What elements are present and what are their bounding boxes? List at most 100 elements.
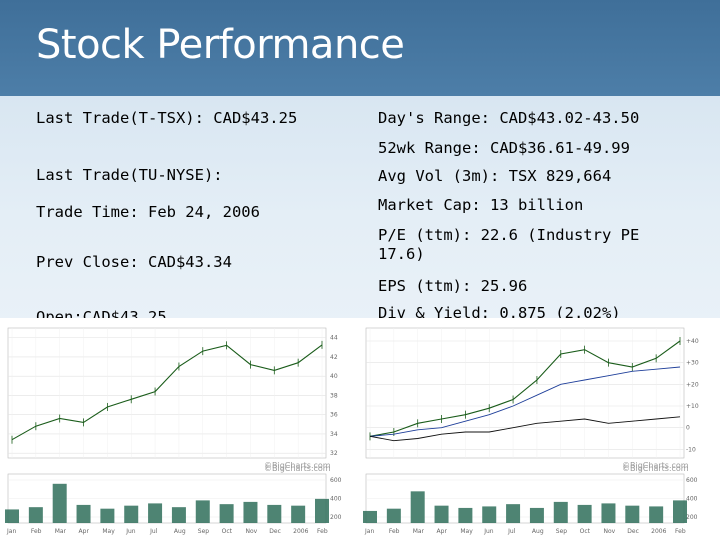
eps: EPS (ttm): 25.96	[378, 277, 528, 295]
chart2-y-tick-5: -10	[686, 446, 696, 453]
chart2-series-1-line	[369, 340, 681, 437]
chart1-volume-bar-13	[315, 498, 329, 523]
chart1-volume-bar-9	[219, 504, 234, 523]
pe-ratio: P/E (ttm): 22.6 (Industry PE 17.6)	[378, 226, 640, 263]
stock-charts: 32 34 36 38 40 42 44 Jan Feb Mar Apr May Jun Jul Aug Se…	[5, 327, 699, 535]
chart1-x-tick-4: May	[102, 528, 115, 535]
chart1-x-tick-5: Jun	[125, 528, 136, 535]
chart1-volume-bar-7	[171, 507, 186, 523]
chart2-volume-bar-1	[386, 508, 401, 523]
chart1-volume-bar-2	[52, 483, 67, 523]
chart2-x-tick-1: Feb	[389, 528, 400, 535]
chart2-x-tick-0: Jan	[364, 528, 374, 535]
chart2-x-tick-2: Mar	[413, 528, 425, 535]
chart2-volume-bar-4	[458, 507, 473, 523]
chart2-volume-bar-6	[506, 504, 521, 523]
chart2-x-tick-7: Aug	[532, 528, 544, 535]
chart2-x-tick-10: Nov	[603, 528, 615, 535]
charts-panel: 32 34 36 38 40 42 44 Jan Feb Mar Apr May Jun Jul Aug Se…	[0, 318, 720, 540]
chart1-x-tick-12: 2006	[293, 528, 308, 535]
chart1-x-tick-10: Nov	[245, 528, 257, 535]
chart2-x-tick-13: Feb	[675, 528, 686, 535]
chart2-volume-bar-8	[553, 501, 568, 523]
chart2-volume-bar-5	[482, 506, 497, 523]
chart2-x-tick-12: 2006	[651, 528, 666, 535]
chart1-vol-tick-1: 400	[330, 496, 342, 503]
chart1-x-tick-6: Jul	[149, 528, 158, 535]
chart2-vol-tick-1: 400	[686, 496, 698, 503]
wk52-range: 52wk Range: CAD$36.61-49.99	[378, 139, 630, 157]
chart2-volume-watermark: ©BigCharts.com	[622, 464, 689, 473]
chart1-price-frame	[7, 327, 327, 459]
chart1-volume-bar-12	[291, 505, 306, 523]
chart1-volume-bar-10	[243, 501, 258, 523]
chart2-watermark: ©BigCharts.com	[622, 461, 689, 470]
chart2-series-2-line	[369, 366, 681, 437]
chart1-x-tick-13: Feb	[317, 528, 328, 535]
chart1-y-tick-5: 42	[330, 354, 338, 361]
title-bar: Stock Performance	[0, 0, 720, 96]
chart2-volume-bar-2	[410, 491, 425, 523]
chart1-volume-bar-8	[195, 500, 210, 523]
last-trade-nyse: Last Trade(TU-NYSE):	[36, 166, 223, 184]
chart1-y-tick-0: 32	[330, 450, 338, 457]
chart2-volume-bar-3	[434, 505, 449, 523]
chart2-x-tick-8: Sep	[556, 528, 568, 535]
chart1-volume-bar-5	[124, 505, 139, 523]
chart2-x-tick-11: Dec	[627, 528, 639, 535]
chart1-y-tick-4: 40	[330, 373, 338, 380]
chart1-volume-bar-4	[100, 508, 115, 523]
chart1-vol-tick-0: 600	[330, 477, 342, 484]
chart1-volume-bar-1	[28, 507, 43, 523]
chart2-x-tick-3: Apr	[437, 528, 448, 535]
chart2-y-tick-0: +40	[686, 338, 699, 345]
trade-time: Trade Time: Feb 24, 2006	[36, 203, 260, 221]
chart1-volume-bar-11	[267, 504, 282, 523]
chart2-y-tick-4: 0	[686, 425, 690, 432]
chart1-vol-tick-2: 200	[330, 514, 342, 521]
chart1-x-tick-2: Mar	[55, 528, 67, 535]
chart2-x-tick-5: Jun	[483, 528, 494, 535]
chart2-x-tick-4: May	[460, 528, 473, 535]
avg-volume: Avg Vol (3m): TSX 829,664	[378, 167, 612, 185]
chart1-x-tick-1: Feb	[31, 528, 42, 535]
chart2-x-tick-6: Jul	[507, 528, 516, 535]
chart1-watermark: ©BigCharts.com	[264, 461, 331, 470]
chart2-vol-tick-0: 600	[686, 477, 698, 484]
chart1-x-tick-11: Dec	[269, 528, 281, 535]
chart2-vol-tick-2: 200	[686, 514, 698, 521]
chart2-y-tick-1: +30	[686, 360, 699, 367]
chart1-x-tick-8: Sep	[198, 528, 210, 535]
chart1-volume-bar-3	[76, 504, 91, 523]
chart2-volume-bar-10	[601, 503, 616, 523]
chart1-x-tick-0: Jan	[6, 528, 16, 535]
chart2-volume-bar-12	[649, 506, 664, 523]
chart1-y-tick-2: 36	[330, 412, 338, 419]
chart1-series-1-line	[11, 344, 323, 441]
chart2-volume-bar-0	[363, 510, 377, 523]
chart2-volume-bar-11	[625, 505, 640, 523]
chart1-y-tick-1: 34	[330, 431, 338, 438]
chart2-x-tick-9: Oct	[580, 528, 591, 535]
slide-title: Stock Performance	[36, 22, 405, 68]
days-range: Day's Range: CAD$43.02-43.50	[378, 109, 640, 127]
chart2-volume-bar-7	[529, 507, 544, 523]
chart1-y-tick-3: 38	[330, 392, 338, 399]
chart1-x-tick-9: Oct	[222, 528, 233, 535]
chart2-volume-bar-13	[673, 500, 687, 523]
chart2-price-frame	[365, 327, 685, 459]
chart1-y-tick-6: 44	[330, 335, 338, 342]
chart2-y-tick-3: +10	[686, 403, 699, 410]
div-yield: Div & Yield: 0.875 (2.02%)	[378, 304, 621, 322]
chart2-series-3-line	[369, 416, 681, 442]
market-cap: Market Cap: 13 billion	[378, 196, 584, 214]
chart1-volume-bar-0	[5, 509, 19, 523]
chart1-x-tick-7: Aug	[174, 528, 186, 535]
chart1-volume-watermark: ©BigCharts.com	[264, 464, 331, 473]
chart2-y-tick-2: +20	[686, 381, 699, 388]
chart2-volume-bar-9	[577, 504, 592, 523]
prev-close: Prev Close: CAD$43.34	[36, 253, 232, 271]
last-trade-tsx: Last Trade(T-TSX): CAD$43.25	[36, 109, 298, 127]
chart1-x-tick-3: Apr	[79, 528, 90, 535]
chart1-volume-bar-6	[148, 503, 163, 523]
